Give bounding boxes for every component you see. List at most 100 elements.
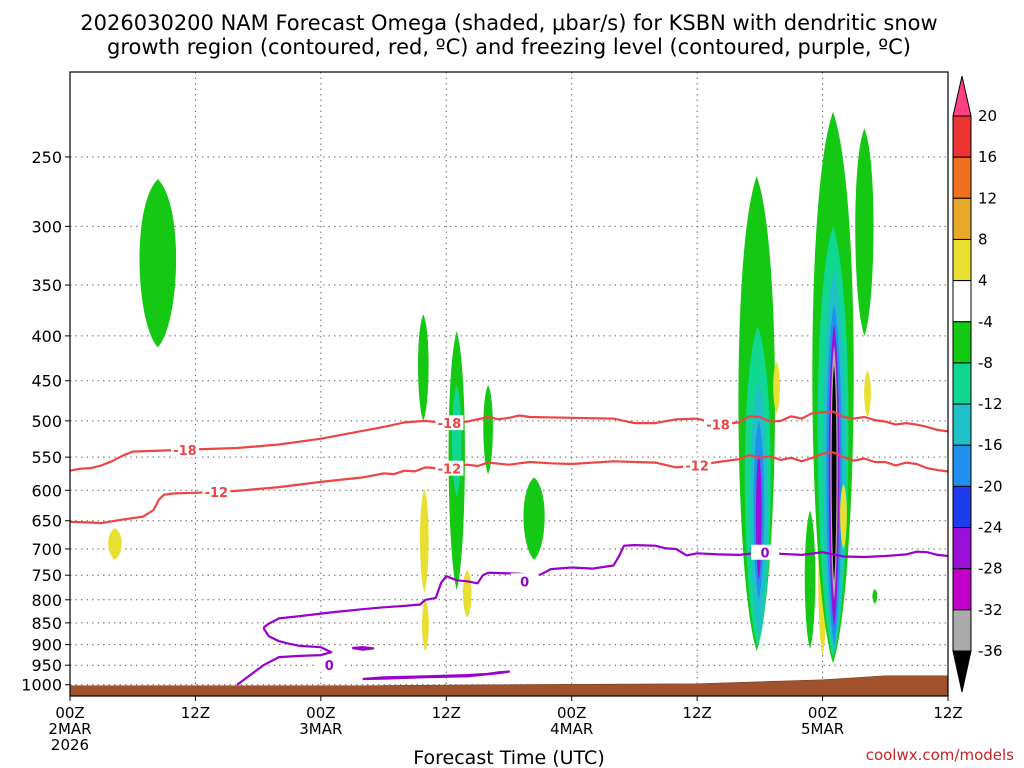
y-tick-label: 450 — [31, 372, 62, 391]
y-tick-label: 1000 — [21, 676, 62, 695]
colorbar-segment — [952, 238, 972, 282]
y-tick-label: 300 — [31, 217, 62, 236]
contour-line — [69, 451, 949, 525]
colorbar-segment — [952, 197, 972, 240]
colorbar-segment — [952, 568, 972, 611]
colorbar-segment — [952, 609, 972, 652]
colorbar-label: -8 — [978, 354, 993, 372]
x-tick-label: 12Z — [933, 704, 962, 722]
x-tick-label: 12Z — [181, 704, 210, 722]
colorbar-label: -36 — [978, 642, 1003, 660]
chart-title-line-1: 2026030200 NAM Forecast Omega (shaded, μ… — [80, 11, 937, 35]
colorbar-segment — [952, 650, 972, 693]
omega-region — [108, 528, 122, 560]
omega-region — [773, 361, 780, 414]
colorbar-label: -32 — [978, 601, 1003, 619]
contour-labels: -18 -18 -18 -12 -12 -12 0 0 0 — [170, 415, 780, 674]
colorbar-segment — [952, 527, 972, 570]
colorbar-segment — [952, 75, 972, 117]
colorbar-segment — [952, 362, 972, 405]
colorbar-segment — [952, 485, 972, 529]
x-tick-label: 00Z 5MAR — [801, 704, 844, 738]
colorbar-segment — [952, 156, 972, 199]
credit-label: coolwx.com/models — [866, 746, 1014, 764]
omega-region — [417, 314, 429, 421]
omega-region — [804, 510, 816, 649]
colorbar-label: -20 — [978, 477, 1003, 495]
time-axis: 00Z 2MAR 2026 12Z 00Z 3MAR 12Z 00Z 4MAR 12Z 00Z 5MA… — [48, 696, 963, 754]
colorbar-label: -28 — [978, 560, 1003, 578]
contour-label-bg — [170, 442, 199, 458]
x-tick-label: 00Z 3MAR — [299, 704, 342, 738]
colorbar-label: 12 — [978, 189, 997, 207]
y-tick-label: 950 — [31, 656, 62, 675]
contour-label-bg — [435, 460, 464, 476]
y-tick-label: 400 — [31, 327, 62, 346]
omega-shading — [108, 111, 878, 664]
plot-frame — [69, 71, 949, 697]
x-tick-label: 00Z 4MAR — [550, 704, 593, 738]
contour-label: -18 — [438, 417, 462, 432]
contour-line — [352, 646, 375, 651]
omega-region — [855, 128, 874, 336]
omega-region — [462, 570, 472, 618]
omega-region — [139, 179, 177, 348]
contour-label-bg — [202, 484, 231, 500]
omega-region — [483, 384, 493, 475]
contour-label-bg — [315, 657, 344, 673]
y-tick-label: 500 — [31, 412, 62, 431]
colorbar-segment — [952, 115, 972, 158]
y-tick-label: 350 — [31, 276, 62, 295]
x-tick-label: 12Z — [432, 704, 461, 722]
colorbar-label: 16 — [978, 148, 997, 166]
y-tick-label: 800 — [31, 591, 62, 610]
colorbar-label: 4 — [978, 272, 988, 290]
contour-label-bg — [435, 415, 464, 431]
contour-label-bg — [751, 544, 780, 560]
colorbar-label: -12 — [978, 395, 1003, 413]
colorbar-label: -4 — [978, 313, 993, 331]
pressure-axis: 250 300 350 400 450 500 550 600 650 700 750 800 850 9… — [21, 148, 70, 695]
omega-region — [864, 370, 871, 418]
contour-label: 0 — [325, 659, 334, 674]
contour-label-bg — [510, 573, 539, 589]
contour-label: -18 — [173, 444, 197, 459]
contour-line — [236, 627, 333, 686]
x-tick-label: 12Z — [682, 704, 711, 722]
colorbar-label: 20 — [978, 107, 997, 125]
contour-label: -12 — [205, 486, 229, 501]
omega-region — [523, 477, 545, 560]
contour-line — [69, 410, 949, 472]
y-tick-label: 850 — [31, 614, 62, 633]
omega-region — [422, 599, 429, 651]
y-tick-label: 700 — [31, 540, 62, 559]
colorbar-label: 8 — [978, 230, 988, 248]
omega-region — [872, 589, 878, 604]
y-tick-label: 600 — [31, 481, 62, 500]
colorbar-segment — [952, 403, 972, 446]
colorbar-label: -16 — [978, 436, 1003, 454]
contour-line — [362, 670, 511, 681]
y-tick-label: 750 — [31, 566, 62, 585]
contour-label: 0 — [761, 547, 770, 562]
y-tick-label: 650 — [31, 512, 62, 531]
omega-region — [420, 488, 429, 593]
x-tick-label: 00Z 2MAR 2026 — [48, 704, 91, 754]
colorbar-label: -24 — [978, 519, 1003, 537]
contour-label: -12 — [438, 463, 462, 478]
contour-label: 0 — [520, 575, 529, 590]
colorbar: 20 16 12 8 4 -4 -8 -12 -16 -20 -24 -28 -32 -36 — [952, 75, 1003, 693]
omega-region — [840, 483, 847, 549]
contour-label: -18 — [706, 419, 730, 434]
y-tick-label: 250 — [31, 148, 62, 167]
terrain-fill — [69, 675, 949, 697]
contour-label-bg — [683, 457, 712, 473]
colorbar-segment — [952, 321, 972, 364]
chart-title-line-2: growth region (contoured, red, ºC) and f… — [107, 35, 911, 59]
contour-label-bg — [704, 416, 733, 432]
omega-region — [831, 365, 837, 581]
colorbar-segment — [952, 444, 972, 487]
x-axis-title: Forecast Time (UTC) — [413, 747, 604, 768]
y-tick-label: 900 — [31, 636, 62, 655]
